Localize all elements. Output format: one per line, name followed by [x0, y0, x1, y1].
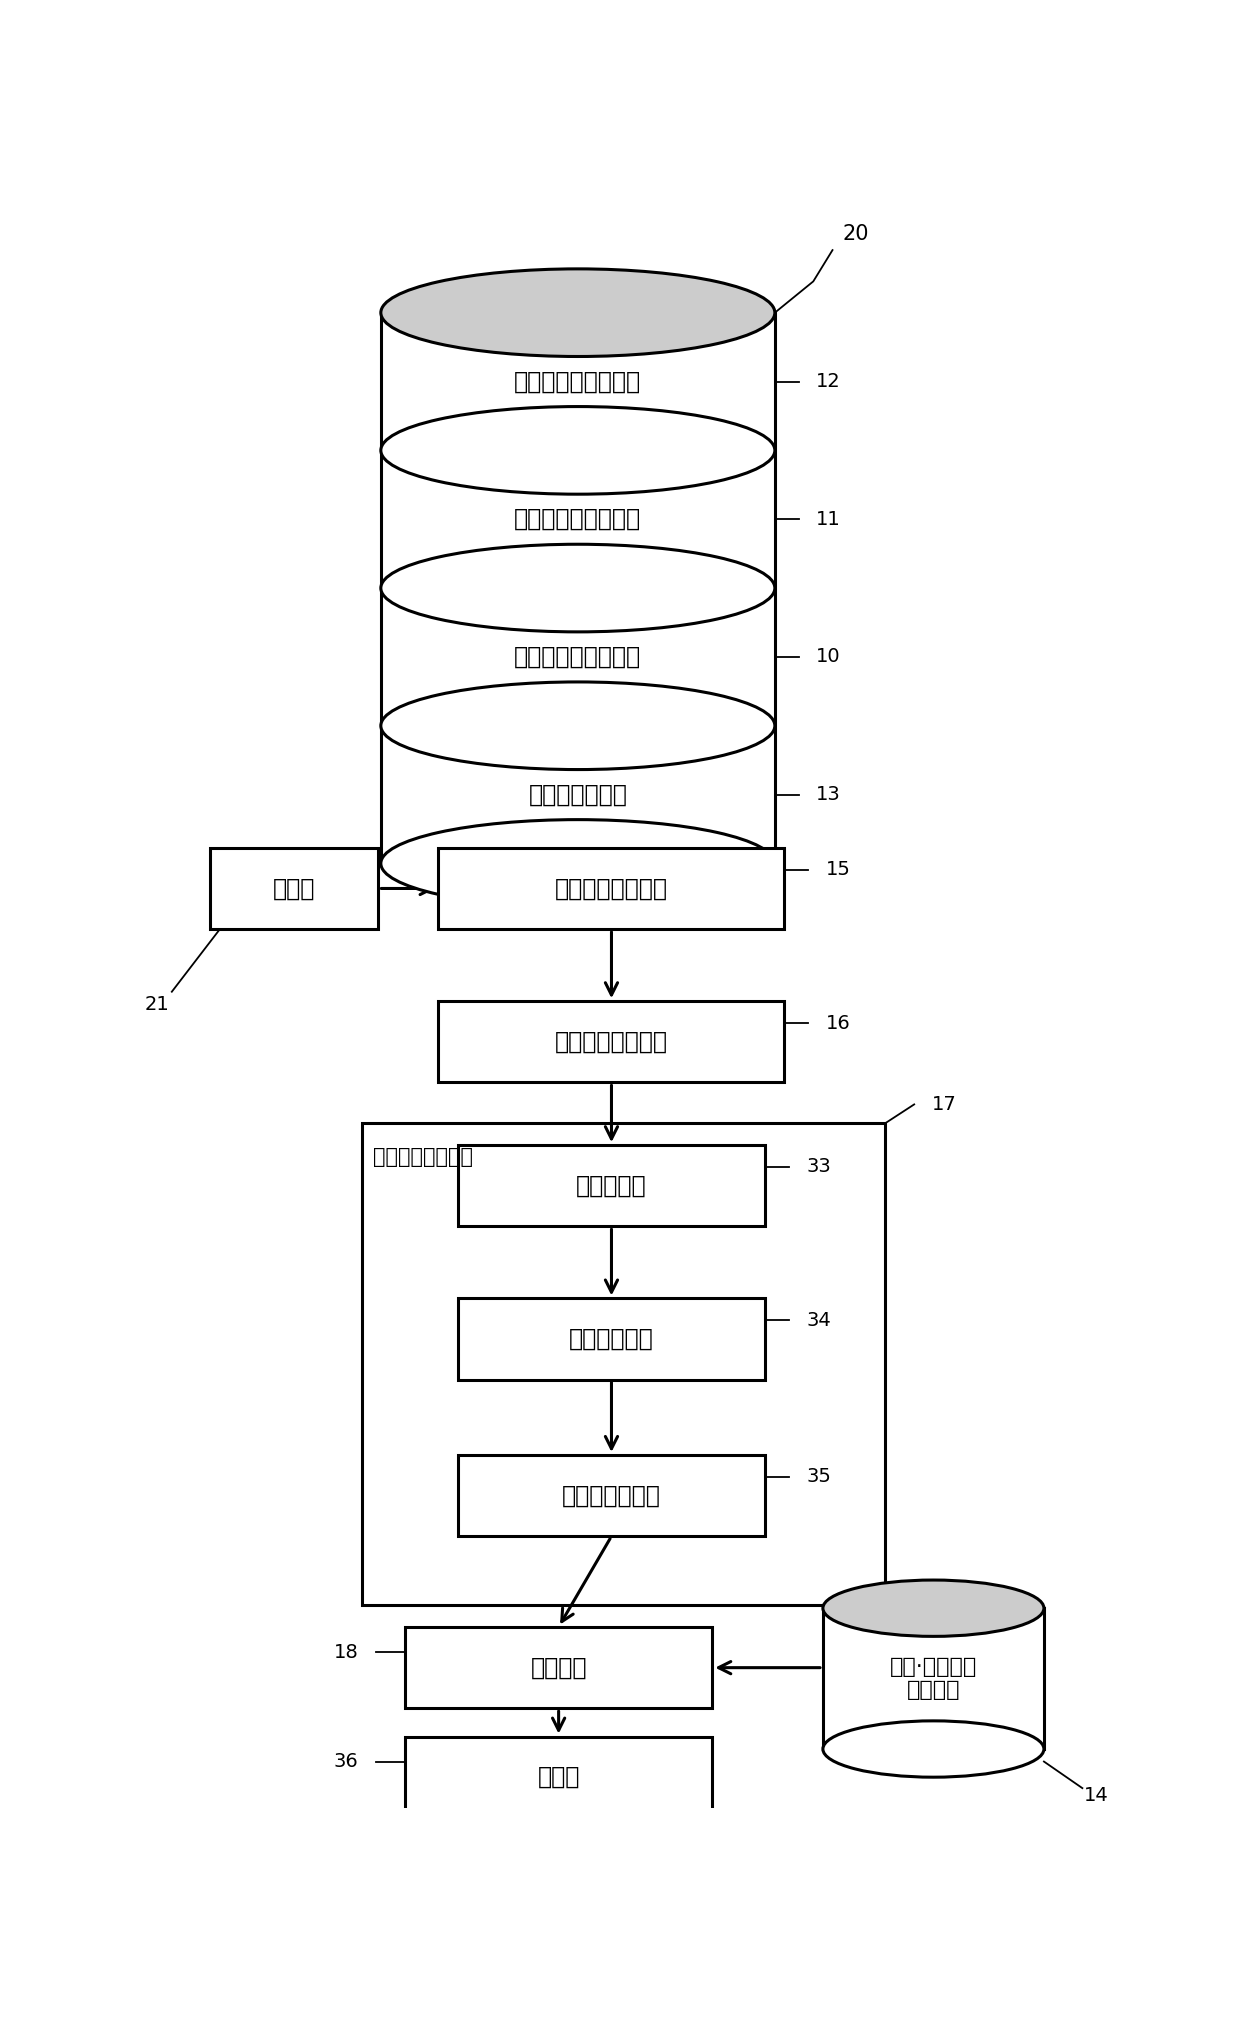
Text: 输入部: 输入部 [273, 876, 315, 900]
Text: 16: 16 [826, 1014, 851, 1032]
FancyBboxPatch shape [439, 847, 785, 929]
FancyBboxPatch shape [439, 1002, 785, 1083]
Text: 12: 12 [816, 372, 841, 390]
Ellipse shape [823, 1721, 1044, 1778]
FancyBboxPatch shape [404, 1628, 713, 1709]
Text: 数值地形模型存储部: 数值地形模型存储部 [515, 508, 641, 530]
Text: 34: 34 [806, 1311, 831, 1329]
Text: 植物·二氧化碳
吸收量表: 植物·二氧化碳 吸收量表 [890, 1656, 977, 1701]
Text: 植物区域提取机构: 植物区域提取机构 [556, 1030, 668, 1055]
Text: 地图数据存储部: 地图数据存储部 [528, 782, 627, 807]
Ellipse shape [381, 268, 775, 356]
Text: 11: 11 [816, 510, 841, 528]
Text: 对象区域设定机构: 对象区域设定机构 [556, 876, 668, 900]
FancyBboxPatch shape [458, 1298, 765, 1380]
Text: 15: 15 [826, 860, 851, 880]
Text: 植物高度计算机构: 植物高度计算机构 [373, 1146, 474, 1166]
Ellipse shape [381, 545, 775, 632]
Text: 36: 36 [334, 1752, 358, 1772]
Text: 18: 18 [334, 1642, 358, 1662]
Text: 观测图像数据存储部: 观测图像数据存储部 [515, 644, 641, 669]
Ellipse shape [381, 406, 775, 494]
Text: 14: 14 [1084, 1786, 1109, 1806]
Text: 网格设定部: 网格设定部 [577, 1174, 647, 1197]
Ellipse shape [381, 819, 775, 906]
Text: 代表值设定部: 代表值设定部 [569, 1327, 653, 1351]
Text: 20: 20 [842, 224, 868, 244]
Text: 35: 35 [806, 1467, 832, 1485]
FancyBboxPatch shape [458, 1146, 765, 1227]
Ellipse shape [381, 683, 775, 770]
Text: 21: 21 [145, 996, 170, 1014]
FancyBboxPatch shape [404, 1737, 713, 1819]
Ellipse shape [381, 545, 775, 632]
FancyBboxPatch shape [211, 847, 378, 929]
FancyBboxPatch shape [458, 1455, 765, 1536]
Ellipse shape [381, 406, 775, 494]
Ellipse shape [381, 683, 775, 770]
Text: 17: 17 [931, 1095, 956, 1114]
Text: 评价机构: 评价机构 [531, 1656, 587, 1680]
Text: 33: 33 [806, 1158, 831, 1177]
Text: 13: 13 [816, 784, 841, 805]
Text: 标高差值运算部: 标高差值运算部 [562, 1483, 661, 1508]
Text: 10: 10 [816, 648, 841, 666]
Text: 输出部: 输出部 [537, 1766, 580, 1790]
Text: 数值表层模型存储部: 数值表层模型存储部 [515, 370, 641, 394]
Ellipse shape [823, 1581, 1044, 1636]
